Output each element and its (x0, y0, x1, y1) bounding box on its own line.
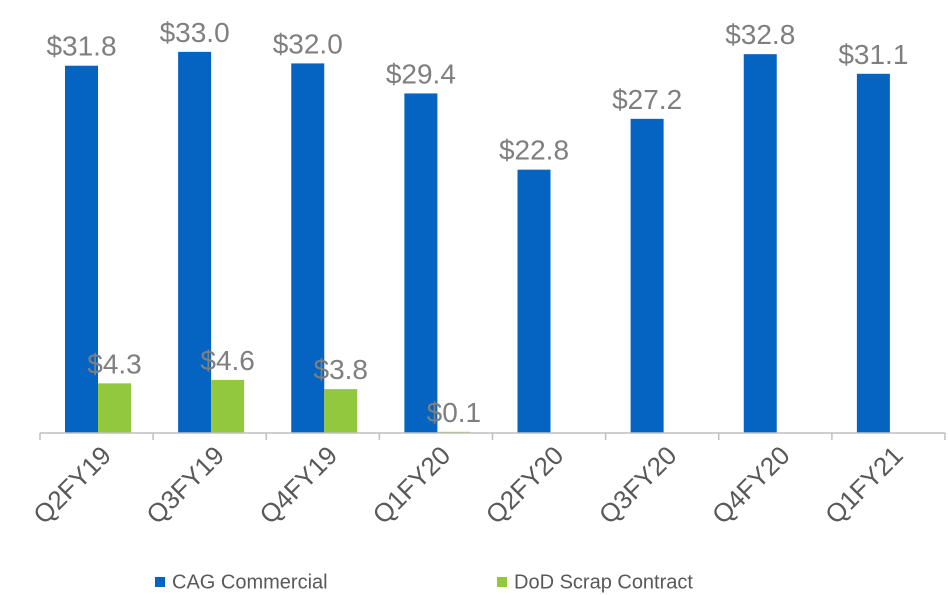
bar (98, 383, 131, 433)
value-label: $32.0 (273, 28, 343, 59)
value-label: $22.8 (499, 135, 569, 166)
plot-area: Q2FY19 $31.8 $4.3 Q3FY19 $33.0 $4.6 Q4FY19 $32.… (27, 17, 946, 530)
bar (517, 169, 551, 433)
legend-swatch (497, 577, 507, 587)
value-label: $3.8 (314, 354, 369, 385)
legend: CAG Commercial DoD Scrap Contract (155, 571, 693, 593)
x-tick-label: Q1FY21 (819, 440, 909, 530)
bar (324, 389, 358, 433)
x-tick-label: Q3FY20 (593, 440, 683, 530)
value-label: $31.8 (46, 31, 116, 62)
x-tick-label: Q4FY19 (253, 440, 343, 530)
bar (856, 73, 890, 434)
bar (743, 54, 777, 433)
value-label: $4.6 (200, 345, 255, 376)
value-label: $0.1 (427, 397, 482, 428)
value-label: $29.4 (386, 58, 456, 89)
x-tick-label: Q2FY20 (480, 440, 570, 530)
bar (211, 379, 245, 433)
bar (178, 51, 212, 433)
bar (630, 118, 664, 433)
x-tick-label: Q2FY19 (27, 440, 117, 530)
bar (404, 93, 438, 434)
legend-label: DoD Scrap Contract (514, 571, 693, 593)
legend-label: CAG Commercial (172, 571, 328, 593)
value-label: $31.1 (838, 39, 908, 70)
x-tick-label: Q3FY19 (140, 440, 230, 530)
legend-swatch (155, 577, 165, 587)
value-label: $4.3 (87, 348, 142, 379)
bar (65, 65, 98, 434)
x-tick-label: Q1FY20 (366, 440, 456, 530)
x-tick-label: Q4FY20 (706, 440, 796, 530)
value-label: $33.0 (160, 17, 230, 48)
bar (291, 63, 325, 434)
value-label: $27.2 (612, 84, 682, 115)
value-label: $32.8 (725, 19, 795, 50)
